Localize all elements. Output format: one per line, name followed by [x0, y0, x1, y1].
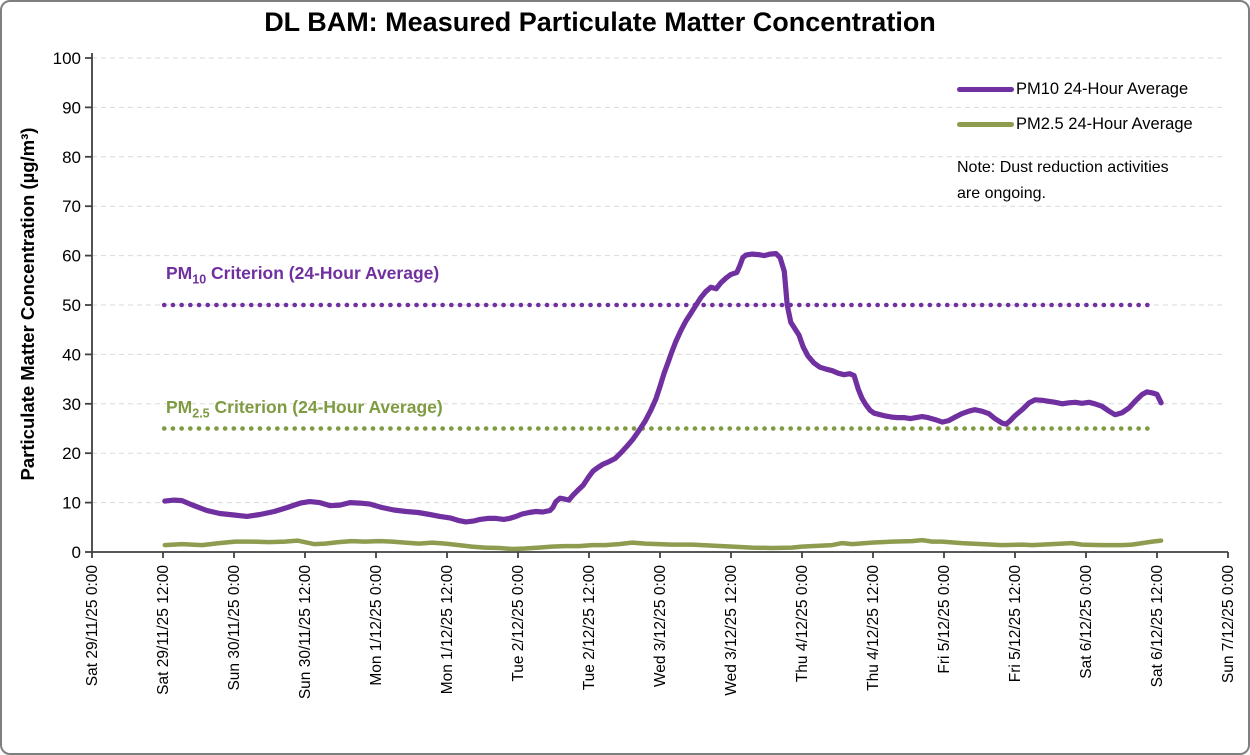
y-tick-label: 10	[62, 494, 81, 513]
x-tick-label: Mon 1/12/25 12:00	[439, 565, 456, 695]
x-tick-label: Wed 3/12/25 0:00	[652, 565, 669, 687]
pm25-criterion-label-sub: 2.5	[192, 406, 210, 421]
x-tick-label: Fri 5/12/25 12:00	[1007, 565, 1024, 683]
y-tick-label: 60	[62, 247, 81, 266]
legend-item-pm10: PM10 24-Hour Average	[957, 72, 1193, 107]
x-tick-label: Sat 6/12/25 12:00	[1149, 565, 1166, 688]
chart-title: DL BAM: Measured Particulate Matter Conc…	[264, 7, 936, 37]
pm10-criterion-label: PM10 Criterion (24-Hour Average)	[166, 263, 439, 287]
y-tick-label: 50	[62, 296, 81, 315]
pm25-legend-swatch	[957, 122, 1014, 127]
x-tick-label: Sat 29/11/25 0:00	[84, 565, 101, 687]
pm25-criterion-label: PM2.5 Criterion (24-Hour Average)	[166, 397, 443, 421]
x-tick-label: Thu 4/12/25 0:00	[794, 565, 811, 683]
y-tick-label: 20	[62, 444, 81, 463]
pm10-series-line	[162, 251, 1164, 525]
x-tick-label: Fri 5/12/25 0:00	[936, 565, 953, 674]
pm25-criterion-label-prefix: PM	[166, 397, 193, 417]
pm10-legend-swatch	[957, 87, 1014, 92]
x-tick-label: Sat 29/11/25 12:00	[155, 565, 172, 695]
pm25-series-line	[162, 537, 1164, 552]
pm10-criterion-label-prefix: PM	[166, 263, 193, 283]
pm25-legend-label: PM2.5 24-Hour Average	[1016, 115, 1193, 133]
x-tick-label: Sun 30/11/25 0:00	[226, 565, 243, 691]
legend-item-pm25: PM2.5 24-Hour Average	[957, 107, 1193, 142]
x-tick-label: Sun 7/12/25 0:00	[1220, 565, 1237, 683]
pm25-criterion-label-rest: Criterion (24-Hour Average)	[209, 397, 443, 417]
y-tick-label: 40	[62, 345, 81, 364]
pm10-criterion-label-sub: 10	[192, 272, 207, 287]
y-tick-label: 0	[72, 543, 81, 562]
x-tick-label: Tue 2/12/25 0:00	[510, 565, 527, 682]
y-tick-label: 70	[62, 197, 81, 216]
y-tick-label: 100	[53, 49, 81, 68]
note-line-2: are ongoing.	[957, 185, 1046, 203]
x-tick-label: Mon 1/12/25 0:00	[368, 565, 385, 686]
legend: PM10 24-Hour Average PM2.5 24-Hour Avera…	[957, 72, 1193, 142]
x-tick-label: Wed 3/12/25 12:00	[723, 565, 740, 696]
x-tick-label: Thu 4/12/25 12:00	[865, 565, 882, 691]
y-tick-label: 30	[62, 395, 81, 414]
pm10-criterion-label-rest: Criterion (24-Hour Average)	[206, 263, 440, 283]
note-text: Note: Dust reduction activities are ongoi…	[957, 155, 1169, 208]
x-tick-label: Sat 6/12/25 0:00	[1078, 565, 1095, 679]
y-tick-label: 90	[62, 98, 81, 117]
y-axis-title: Particulate Matter Concentration (µg/m³)	[17, 127, 38, 481]
note-line-1: Note: Dust reduction activities	[957, 159, 1169, 176]
x-tick-label: Sun 30/11/25 12:00	[297, 565, 314, 700]
x-tick-label: Tue 2/12/25 12:00	[581, 565, 598, 691]
y-tick-label: 80	[62, 148, 81, 167]
pm10-legend-label: PM10 24-Hour Average	[1016, 80, 1189, 98]
